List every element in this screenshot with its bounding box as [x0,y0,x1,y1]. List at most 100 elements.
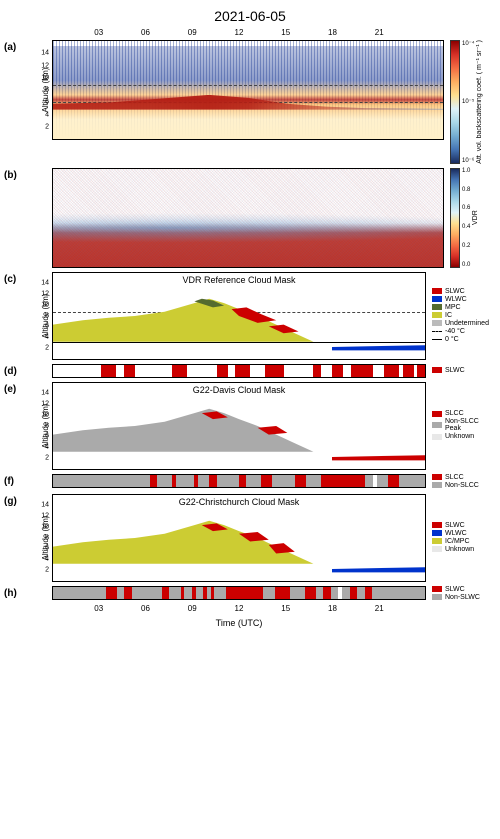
panel-a-row: (a) Altitude (km) 2468101214 10⁻⁴10⁻⁵10⁻… [4,40,496,164]
legend-label: IC [445,312,452,319]
y-tick: 2 [45,344,49,351]
panel-e-yticks: 2468101214 [35,383,51,469]
bar-segment [321,475,366,487]
panel-e-plot: G22-Davis Cloud Mask Altitude (km) 24681… [52,382,426,470]
legend-swatch [432,411,442,417]
y-tick: 6 [45,323,49,330]
panel-g-label: (g) [4,494,22,582]
panel-f-bar [53,475,425,487]
panel-b-row: (b) Altitude (km) 2468101214 1.00.80.60.… [4,168,496,268]
legend-label: Non-SLCC [445,482,479,489]
y-tick: 2 [45,123,49,130]
legend-item: Non-SLWC [432,594,496,601]
legend-swatch [432,422,442,428]
bar-segment [275,587,290,599]
time-tick: 21 [375,604,384,613]
isotherm-40 [53,85,443,86]
legend-label: Non-SLCC Peak [445,418,496,432]
legend-swatch [432,474,442,480]
legend-label: SLCC [445,474,464,481]
bar-segment [124,587,132,599]
bar-segment [172,365,187,377]
y-tick: 4 [45,556,49,563]
cbar-tick: 0.2 [462,243,470,249]
y-tick: 8 [45,422,49,429]
legend-label: Non-SLWC [445,594,480,601]
time-tick: 03 [94,604,103,613]
y-tick: 12 [41,291,49,298]
time-tick: 06 [141,604,150,613]
figure-title: 2021-06-05 [4,8,496,24]
panel-c-label: (c) [4,272,22,360]
y-tick: 8 [45,87,49,94]
bar-segment [124,365,135,377]
bar-segment [217,475,239,487]
legend-label: SLWC [445,288,465,295]
y-tick: 14 [41,280,49,287]
bar-segment [331,587,339,599]
bar-segment [316,587,324,599]
panel-f-label: (f) [4,474,22,490]
y-tick: 6 [45,99,49,106]
bar-segment [321,365,332,377]
time-tick: 12 [235,28,244,37]
cbar-tick: 10⁻⁵ [462,98,474,105]
legend-label: IC/MPC [445,538,470,545]
bar-segment [323,587,331,599]
legend-item: -40 °C [432,328,496,335]
bar-segment [150,475,157,487]
bar-segment [373,365,384,377]
bar-segment [196,587,204,599]
bar-segment [235,365,250,377]
time-tick: 03 [94,28,103,37]
panel-g-plot: G22-Christchurch Cloud Mask Altitude (km… [52,494,426,582]
panel-d-bar [53,365,425,377]
bar-segment [313,365,320,377]
y-tick: 10 [41,301,49,308]
bar-segment [272,475,294,487]
bar-segment [157,475,172,487]
panel-g-yticks: 2468101214 [35,495,51,581]
cbar-tick: 0.0 [462,262,470,268]
legend-swatch [432,522,442,528]
legend-label: Unknown [445,433,474,440]
bar-segment [162,587,170,599]
legend-label: WLWC [445,530,467,537]
bar-segment [214,587,225,599]
panel-e-row: (e) G22-Davis Cloud Mask Altitude (km) 2… [4,382,496,470]
legend-item: MPC [432,304,496,311]
panel-a-colorbar-zone: 10⁻⁴10⁻⁵10⁻⁶ Att. vol. backscattering co… [444,40,496,164]
legend-item: SLCC [432,474,496,481]
bar-segment [250,365,265,377]
y-tick: 4 [45,334,49,341]
panel-b-cbar-ticks: 1.00.80.60.40.20.0 [462,168,470,268]
figure: 2021-06-05 03060912151821 (a) Altitude (… [0,0,500,636]
legend-swatch [432,538,442,544]
legend-item: IC/MPC [432,538,496,545]
bar-segment [357,587,365,599]
panel-f-row: (f) SLCCNon-SLCC [4,474,496,490]
legend-swatch [432,339,442,340]
legend-label: SLWC [445,522,465,529]
cbar-tick: 0.8 [462,187,470,193]
panel-c-legend: SLWCWLWCMPCICUndetermined-40 °C0 °C [426,272,496,360]
panel-a-colorbar [450,40,460,164]
legend-swatch [432,434,442,440]
panel-d-label: (d) [4,364,22,378]
legend-label: SLCC [445,410,464,417]
legend-swatch [432,331,442,332]
cbar-tick: 0.4 [462,224,470,230]
bar-segment [417,365,424,377]
legend-item: SLWC [432,367,496,374]
time-tick: 21 [375,28,384,37]
bar-segment [239,475,246,487]
panel-a-yticks: 2468101214 [35,41,51,139]
panel-b-colorbar [450,168,460,268]
panel-e-subtitle: G22-Davis Cloud Mask [189,385,290,395]
panel-g-row: (g) G22-Christchurch Cloud Mask Altitude… [4,494,496,582]
y-tick: 8 [45,534,49,541]
y-tick: 2 [45,454,49,461]
top-time-axis: 03060912151821 [52,28,426,40]
panel-c-plot: VDR Reference Cloud Mask Altitude (km) 2… [52,272,426,360]
bar-segment [184,587,192,599]
